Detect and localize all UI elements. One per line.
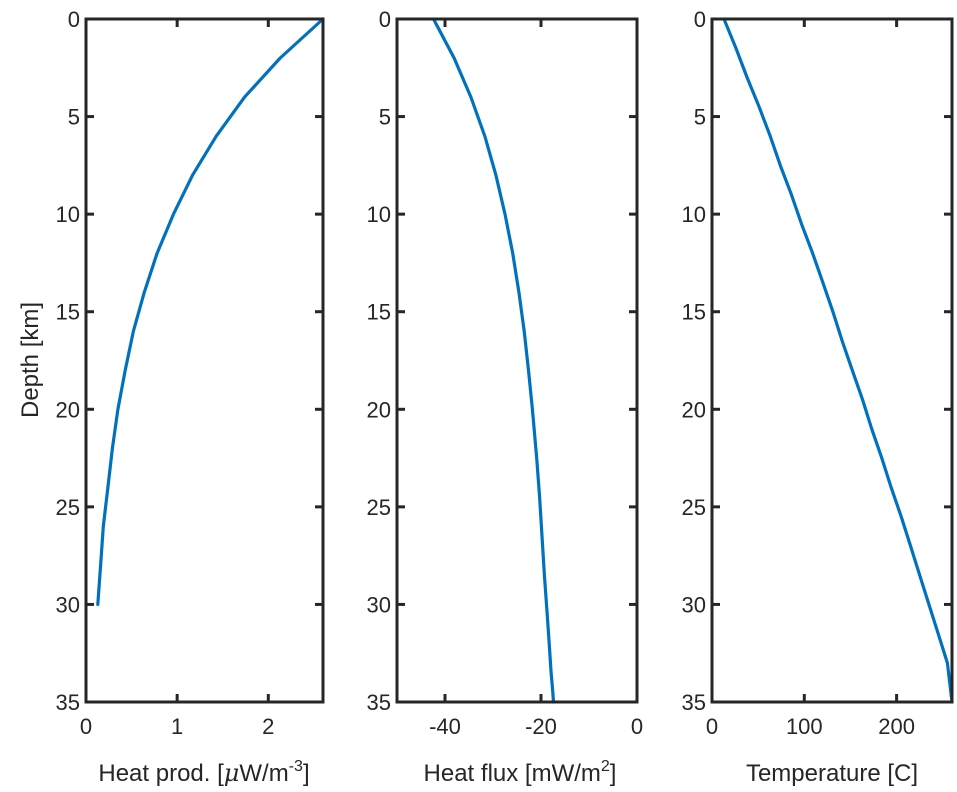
heat-flux-ytick-label: 20 [367,397,391,422]
temperature-xlabel: Temperature [C] [746,760,918,787]
heat-flux-ytick-label: 10 [367,202,391,227]
heat-prod-xtick-label: 0 [80,714,92,739]
heat-flux-ytick-label: 25 [367,495,391,520]
heat-flux-ytick-label: 0 [379,7,391,32]
heat-flux-xtick-label: -40 [429,714,461,739]
heat-flux-ytick-label: 30 [367,592,391,617]
temperature-ytick-label: 0 [694,7,706,32]
temperature-ytick-label: 35 [682,690,706,715]
heat-prod-xtick-label: 1 [171,714,183,739]
temperature-ytick-label: 5 [694,105,706,130]
heat-flux-xlabel: Heat flux [mW/m2] [424,758,617,787]
heat-flux-ytick-label: 35 [367,690,391,715]
heat-prod-ytick-label: 5 [68,105,80,130]
heat-flux-panel: 0 5 10 15 20 25 30 35 -40 -20 0 [367,7,644,739]
temperature-xtick-label: 200 [878,714,915,739]
heat-prod-ytick-label: 15 [56,300,80,325]
temperature-ytick-label: 15 [682,300,706,325]
heat-flux-xtick-label: 0 [631,714,643,739]
temperature-ytick-label: 20 [682,397,706,422]
temperature-ytick-label: 30 [682,592,706,617]
heat-prod-xtick-label: 2 [262,714,274,739]
heat-flux-axes-box [395,17,639,704]
heat-prod-ytick-label: 25 [56,495,80,520]
heat-prod-ytick-label: 0 [68,7,80,32]
heat-flux-ytick-label: 15 [367,300,391,325]
temperature-ytick-label: 25 [682,495,706,520]
temperature-xtick-label: 100 [786,714,823,739]
temperature-ytick-label: 10 [682,202,706,227]
heat-prod-axes-box [84,17,325,704]
heat-prod-ytick-label: 35 [56,690,80,715]
heat-prod-ytick-label: 20 [56,397,80,422]
y-axis-label: Depth [km] [17,302,44,418]
temperature-xtick-label: 0 [706,714,718,739]
temperature-series-line [722,17,954,704]
temperature-axes-box [710,17,954,704]
heat-flux-ytick-label: 5 [379,105,391,130]
heat-prod-xlabel: Heat prod. [μW/m-3] [98,758,309,787]
heat-prod-series-line [96,17,325,607]
heat-prod-ytick-label: 30 [56,592,80,617]
heat-flux-xtick-label: -20 [525,714,557,739]
heat-prod-ytick-label: 10 [56,202,80,227]
heat-flux-series-line [431,17,556,704]
